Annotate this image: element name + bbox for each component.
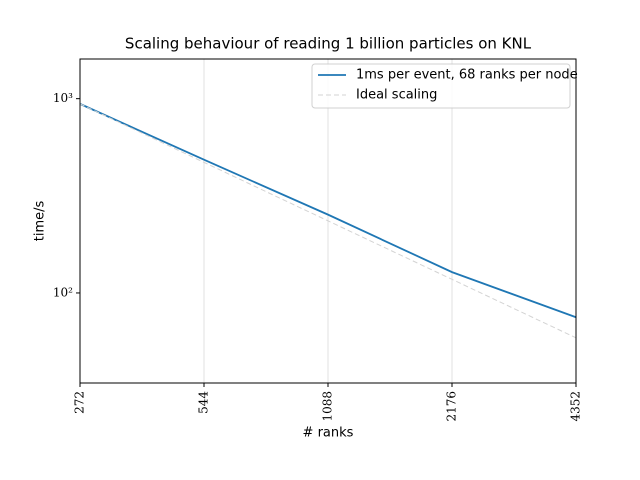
legend-label: 1ms per event, 68 ranks per node xyxy=(356,68,578,83)
x-axis-label: # ranks xyxy=(303,426,354,441)
series-line xyxy=(79,103,577,319)
x-tick-label: 2176 xyxy=(445,391,459,422)
x-tick-label: 1088 xyxy=(321,391,335,422)
chart-title: Scaling behaviour of reading 1 billion p… xyxy=(125,35,532,53)
plot-frame xyxy=(79,58,577,384)
x-tick-label: 4352 xyxy=(569,391,583,422)
x-tick-label: 544 xyxy=(197,391,211,414)
y-tick-label: 10³ xyxy=(53,91,73,105)
y-tick-label: 10² xyxy=(53,285,73,299)
x-tick-label: 272 xyxy=(73,391,87,414)
y-axis-label: time/s xyxy=(33,201,48,242)
legend-box xyxy=(311,63,571,109)
series-line xyxy=(79,103,577,339)
legend-label: Ideal scaling xyxy=(356,88,437,103)
